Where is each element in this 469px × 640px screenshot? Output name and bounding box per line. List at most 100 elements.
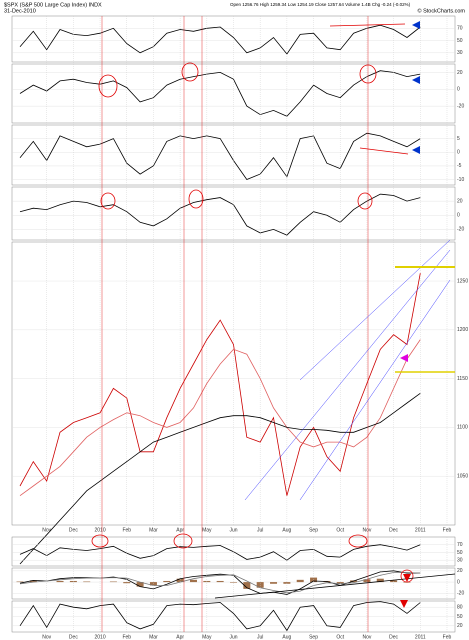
- channel: [244, 249, 451, 501]
- y-tick-label: 20: [457, 623, 463, 629]
- y-tick-label: -10: [457, 177, 464, 183]
- histogram-bar: [163, 580, 171, 583]
- x-tick-label: Aug: [282, 634, 291, 640]
- histogram-bar: [216, 580, 224, 583]
- x-tick-label: 2011: [415, 634, 426, 640]
- y-tick-label: 1100: [457, 425, 468, 431]
- y-tick-label: 20: [457, 70, 463, 76]
- histogram-bar: [123, 582, 131, 584]
- arrow: [412, 76, 420, 84]
- y-tick-label: 5: [457, 136, 460, 142]
- x-tick-label: Feb: [443, 634, 452, 640]
- channel: [299, 279, 451, 501]
- circle: [188, 189, 204, 209]
- series-line: [19, 273, 421, 496]
- series-line: [19, 392, 421, 565]
- y-tick-label: 70: [457, 26, 463, 32]
- histogram-bar: [283, 582, 291, 584]
- circle: [91, 534, 109, 548]
- histogram-bar: [83, 581, 91, 583]
- x-tick-label: 2010: [95, 634, 106, 640]
- histogram-bar: [270, 582, 278, 584]
- y-tick-label: 0: [457, 87, 460, 93]
- y-tick-label: 0: [457, 213, 460, 219]
- series-line: [19, 572, 421, 594]
- histogram-bar: [29, 580, 37, 583]
- arrow: [400, 354, 408, 362]
- histogram-bar: [256, 582, 264, 588]
- arrows: [400, 21, 420, 608]
- x-tick-label: Sep: [309, 527, 318, 533]
- y-tick-label: -20: [457, 227, 464, 233]
- y-tick-label: 1050: [457, 474, 468, 480]
- arrow: [400, 600, 408, 608]
- y-tick-label: 0: [457, 579, 460, 585]
- channel: [299, 239, 451, 381]
- x-tick-label: Dec: [389, 527, 398, 533]
- x-tick-label: Jul: [257, 527, 263, 533]
- histogram-bar: [230, 582, 237, 583]
- x-tick-label: Nov: [42, 634, 51, 640]
- x-tick-label: Aug: [282, 527, 291, 533]
- x-tick-label: Mar: [149, 527, 158, 533]
- histogram-bar: [189, 579, 197, 583]
- circle: [357, 192, 373, 210]
- series-line: [19, 544, 421, 561]
- y-tick-label: 80: [457, 605, 463, 611]
- x-tick-label: Dec: [69, 634, 78, 640]
- x-tick-label: May: [202, 527, 212, 533]
- circle: [173, 533, 193, 549]
- x-tick-label: May: [202, 634, 212, 640]
- x-tick-label: Oct: [336, 634, 344, 640]
- series-line: [19, 24, 421, 55]
- series-line: [19, 339, 421, 497]
- histogram-bar: [376, 578, 384, 583]
- circle: [100, 192, 116, 210]
- arrow: [412, 146, 420, 154]
- series-line: [19, 601, 421, 632]
- x-tick-label: Nov: [362, 527, 371, 533]
- source: © StockCharts.com: [418, 7, 466, 14]
- y-tick-label: -20: [457, 103, 464, 109]
- histogram-bar: [56, 580, 64, 583]
- histogram-bar: [136, 582, 144, 587]
- y-tick-label: 1150: [457, 376, 468, 382]
- arrow: [403, 574, 411, 582]
- y-tick-label: 50: [457, 614, 463, 620]
- y-tick-label: 50: [457, 38, 463, 44]
- x-tick-label: Apr: [176, 634, 184, 640]
- circle: [181, 62, 199, 82]
- histogram-bar: [109, 581, 117, 583]
- x-tick-label: Mar: [149, 634, 158, 640]
- trendline: [329, 23, 406, 27]
- circle: [348, 534, 368, 548]
- x-tick-label: Apr: [176, 527, 184, 533]
- histogram-bar: [16, 581, 24, 583]
- x-tick-label: Jun: [229, 527, 237, 533]
- y-tick-label: 20: [457, 568, 463, 574]
- x-tick-label: Dec: [389, 634, 398, 640]
- circle: [98, 74, 118, 98]
- y-tick-label: 50: [457, 550, 463, 556]
- x-tick-label: 2011: [415, 527, 426, 533]
- x-tick-label: Jun: [229, 634, 237, 640]
- histogram-bar: [336, 582, 344, 584]
- series-line: [19, 570, 421, 595]
- x-tick-label: Dec: [69, 527, 78, 533]
- histogram-bar: [243, 582, 251, 589]
- date: 31-Dec-2010: [4, 8, 36, 14]
- y-tick-label: 70: [457, 542, 463, 548]
- annotations: [91, 16, 456, 632]
- y-tick-label: -5: [457, 163, 462, 169]
- histogram-bar: [176, 578, 184, 583]
- y-tick-label: 30: [457, 558, 463, 564]
- y-tick-label: -20: [457, 591, 464, 597]
- x-tick-label: Jul: [257, 634, 263, 640]
- x-tick-label: Nov: [362, 634, 371, 640]
- series-line: [19, 132, 421, 180]
- trendline: [214, 573, 456, 599]
- arrow: [412, 21, 420, 29]
- x-tick-label: Feb: [443, 527, 452, 533]
- y-tick-label: 30: [457, 50, 463, 56]
